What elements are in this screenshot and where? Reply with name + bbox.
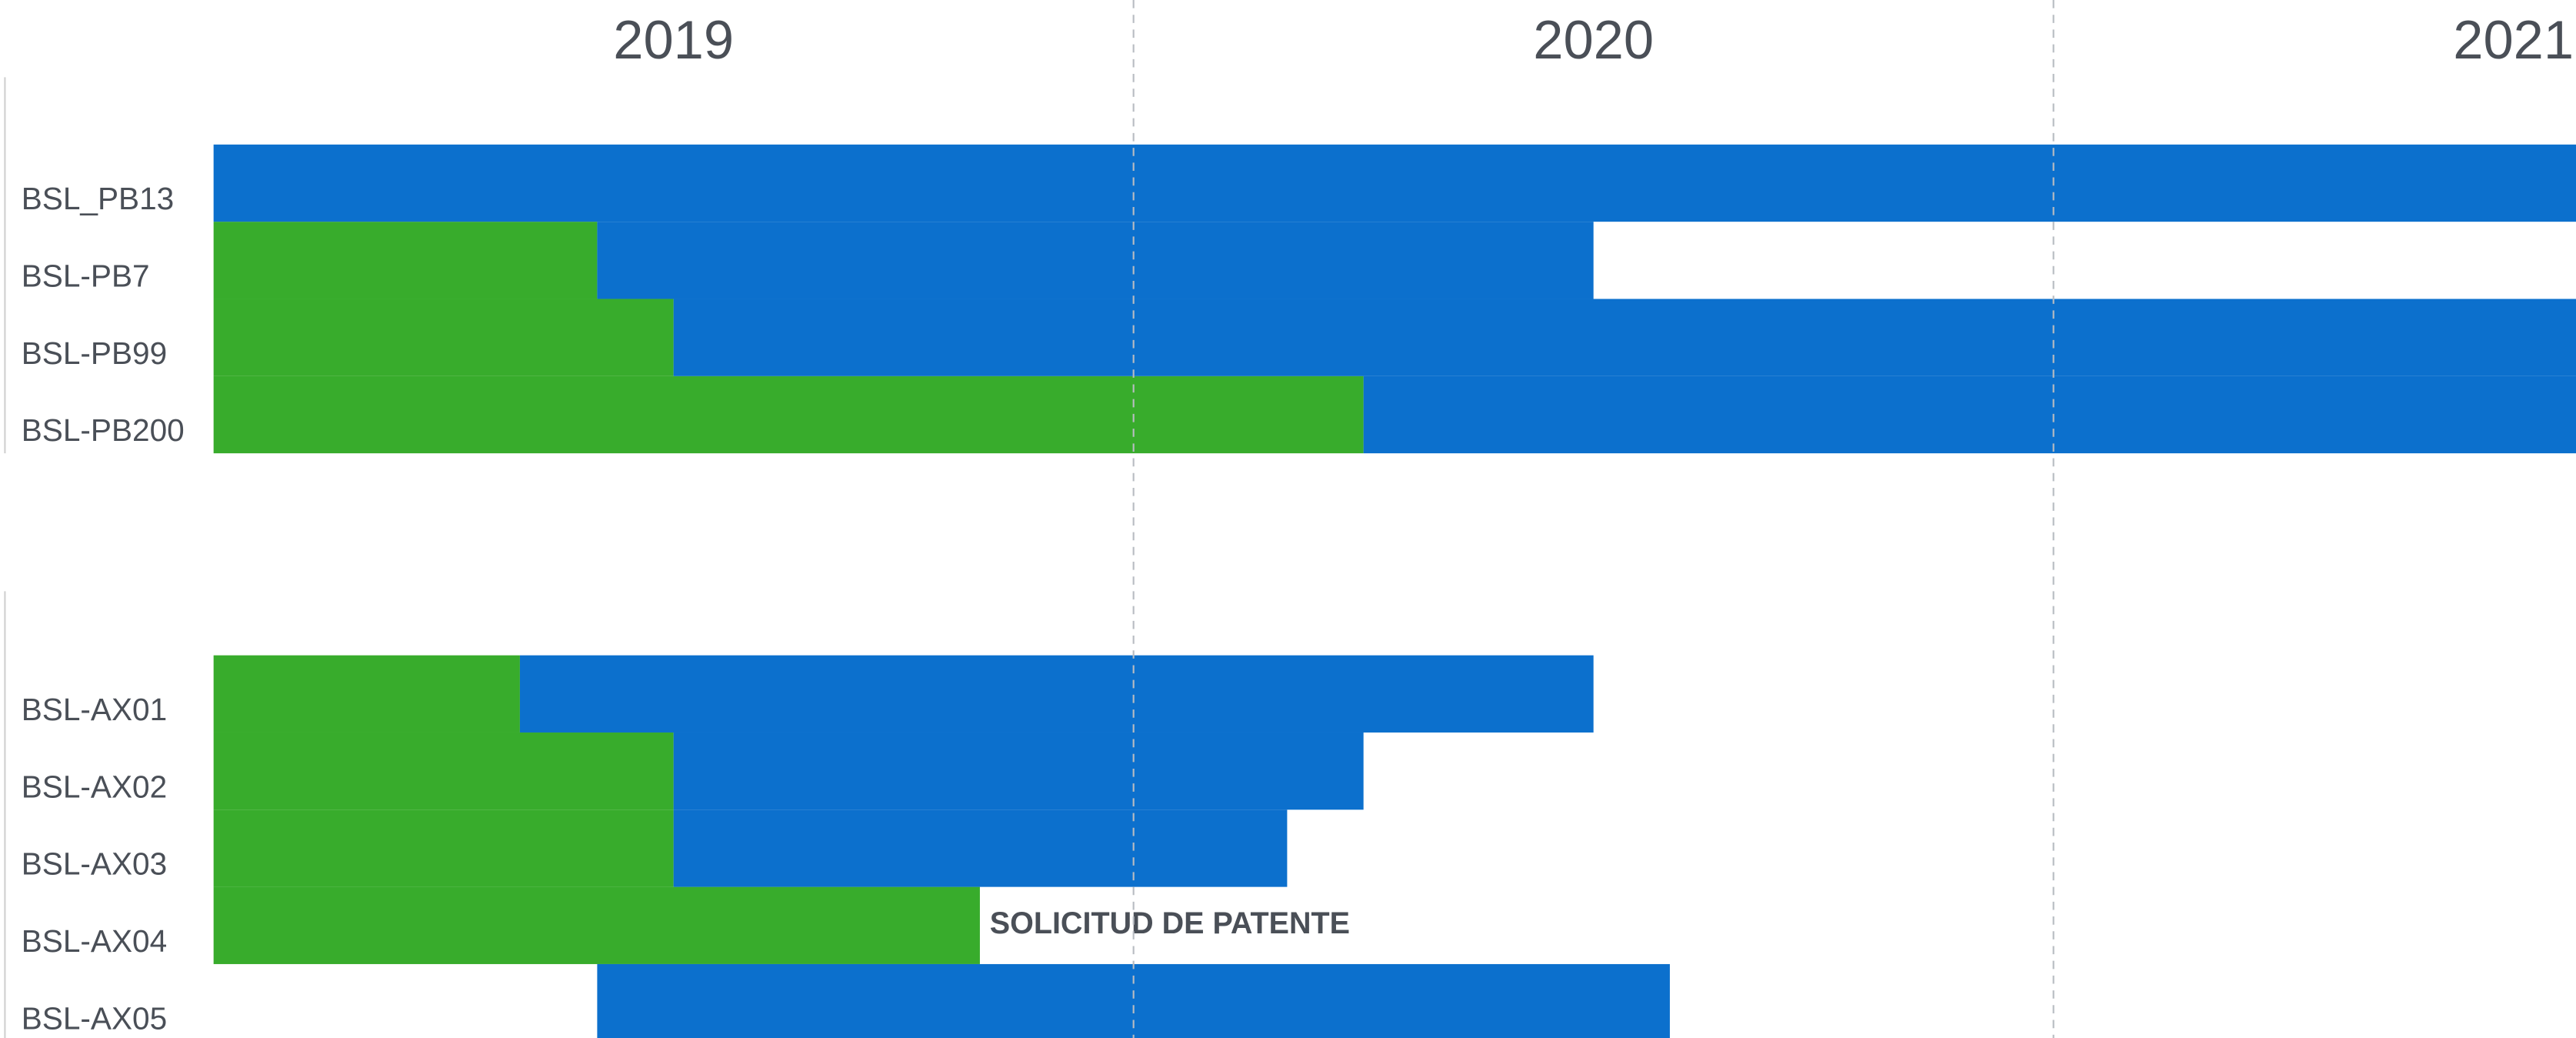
row-label: BSL-AX01 [22,692,167,727]
bar-segment [1363,375,2576,454]
row-label: BSL-PB7 [22,259,150,294]
annotation: SOLICITUD DE PATENTE [990,906,1350,940]
bar-segment [213,655,520,733]
x-tick-label: 2020 [1533,9,1654,70]
row-label: BSL-PB200 [22,412,185,448]
bar-segment [213,809,674,887]
row-label: BSL_PB13 [22,181,174,216]
bar-segment [213,732,674,810]
bar-segment [213,886,980,964]
bar-segment [597,222,1594,299]
bar-segment [673,809,1288,887]
bar-segment [213,375,1364,454]
x-tick-label: 2019 [613,9,734,70]
bar-segment [673,732,1364,810]
bar-segment [519,655,1594,733]
bar-segment [213,299,674,376]
row-label: BSL-AX05 [22,1000,167,1036]
row-label: BSL-AX04 [22,923,167,959]
bar-segment [213,222,598,299]
bar-segment [213,144,2576,222]
row-label: BSL-PB99 [22,335,167,371]
row-label: BSL-AX03 [22,846,167,882]
row-label: BSL-AX02 [22,769,167,804]
x-tick-label: 2021 [2453,9,2574,70]
bar-segment [673,299,2576,376]
